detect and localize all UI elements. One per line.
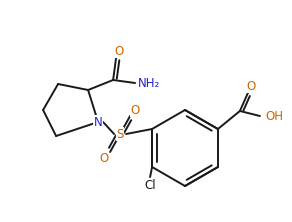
- Text: O: O: [131, 103, 140, 117]
- Text: O: O: [100, 151, 109, 165]
- Text: S: S: [117, 127, 124, 141]
- Text: Cl: Cl: [144, 178, 156, 192]
- Text: NH₂: NH₂: [138, 77, 160, 89]
- Text: O: O: [246, 79, 256, 93]
- Text: OH: OH: [265, 109, 283, 123]
- Text: O: O: [114, 44, 124, 57]
- Text: N: N: [94, 115, 102, 129]
